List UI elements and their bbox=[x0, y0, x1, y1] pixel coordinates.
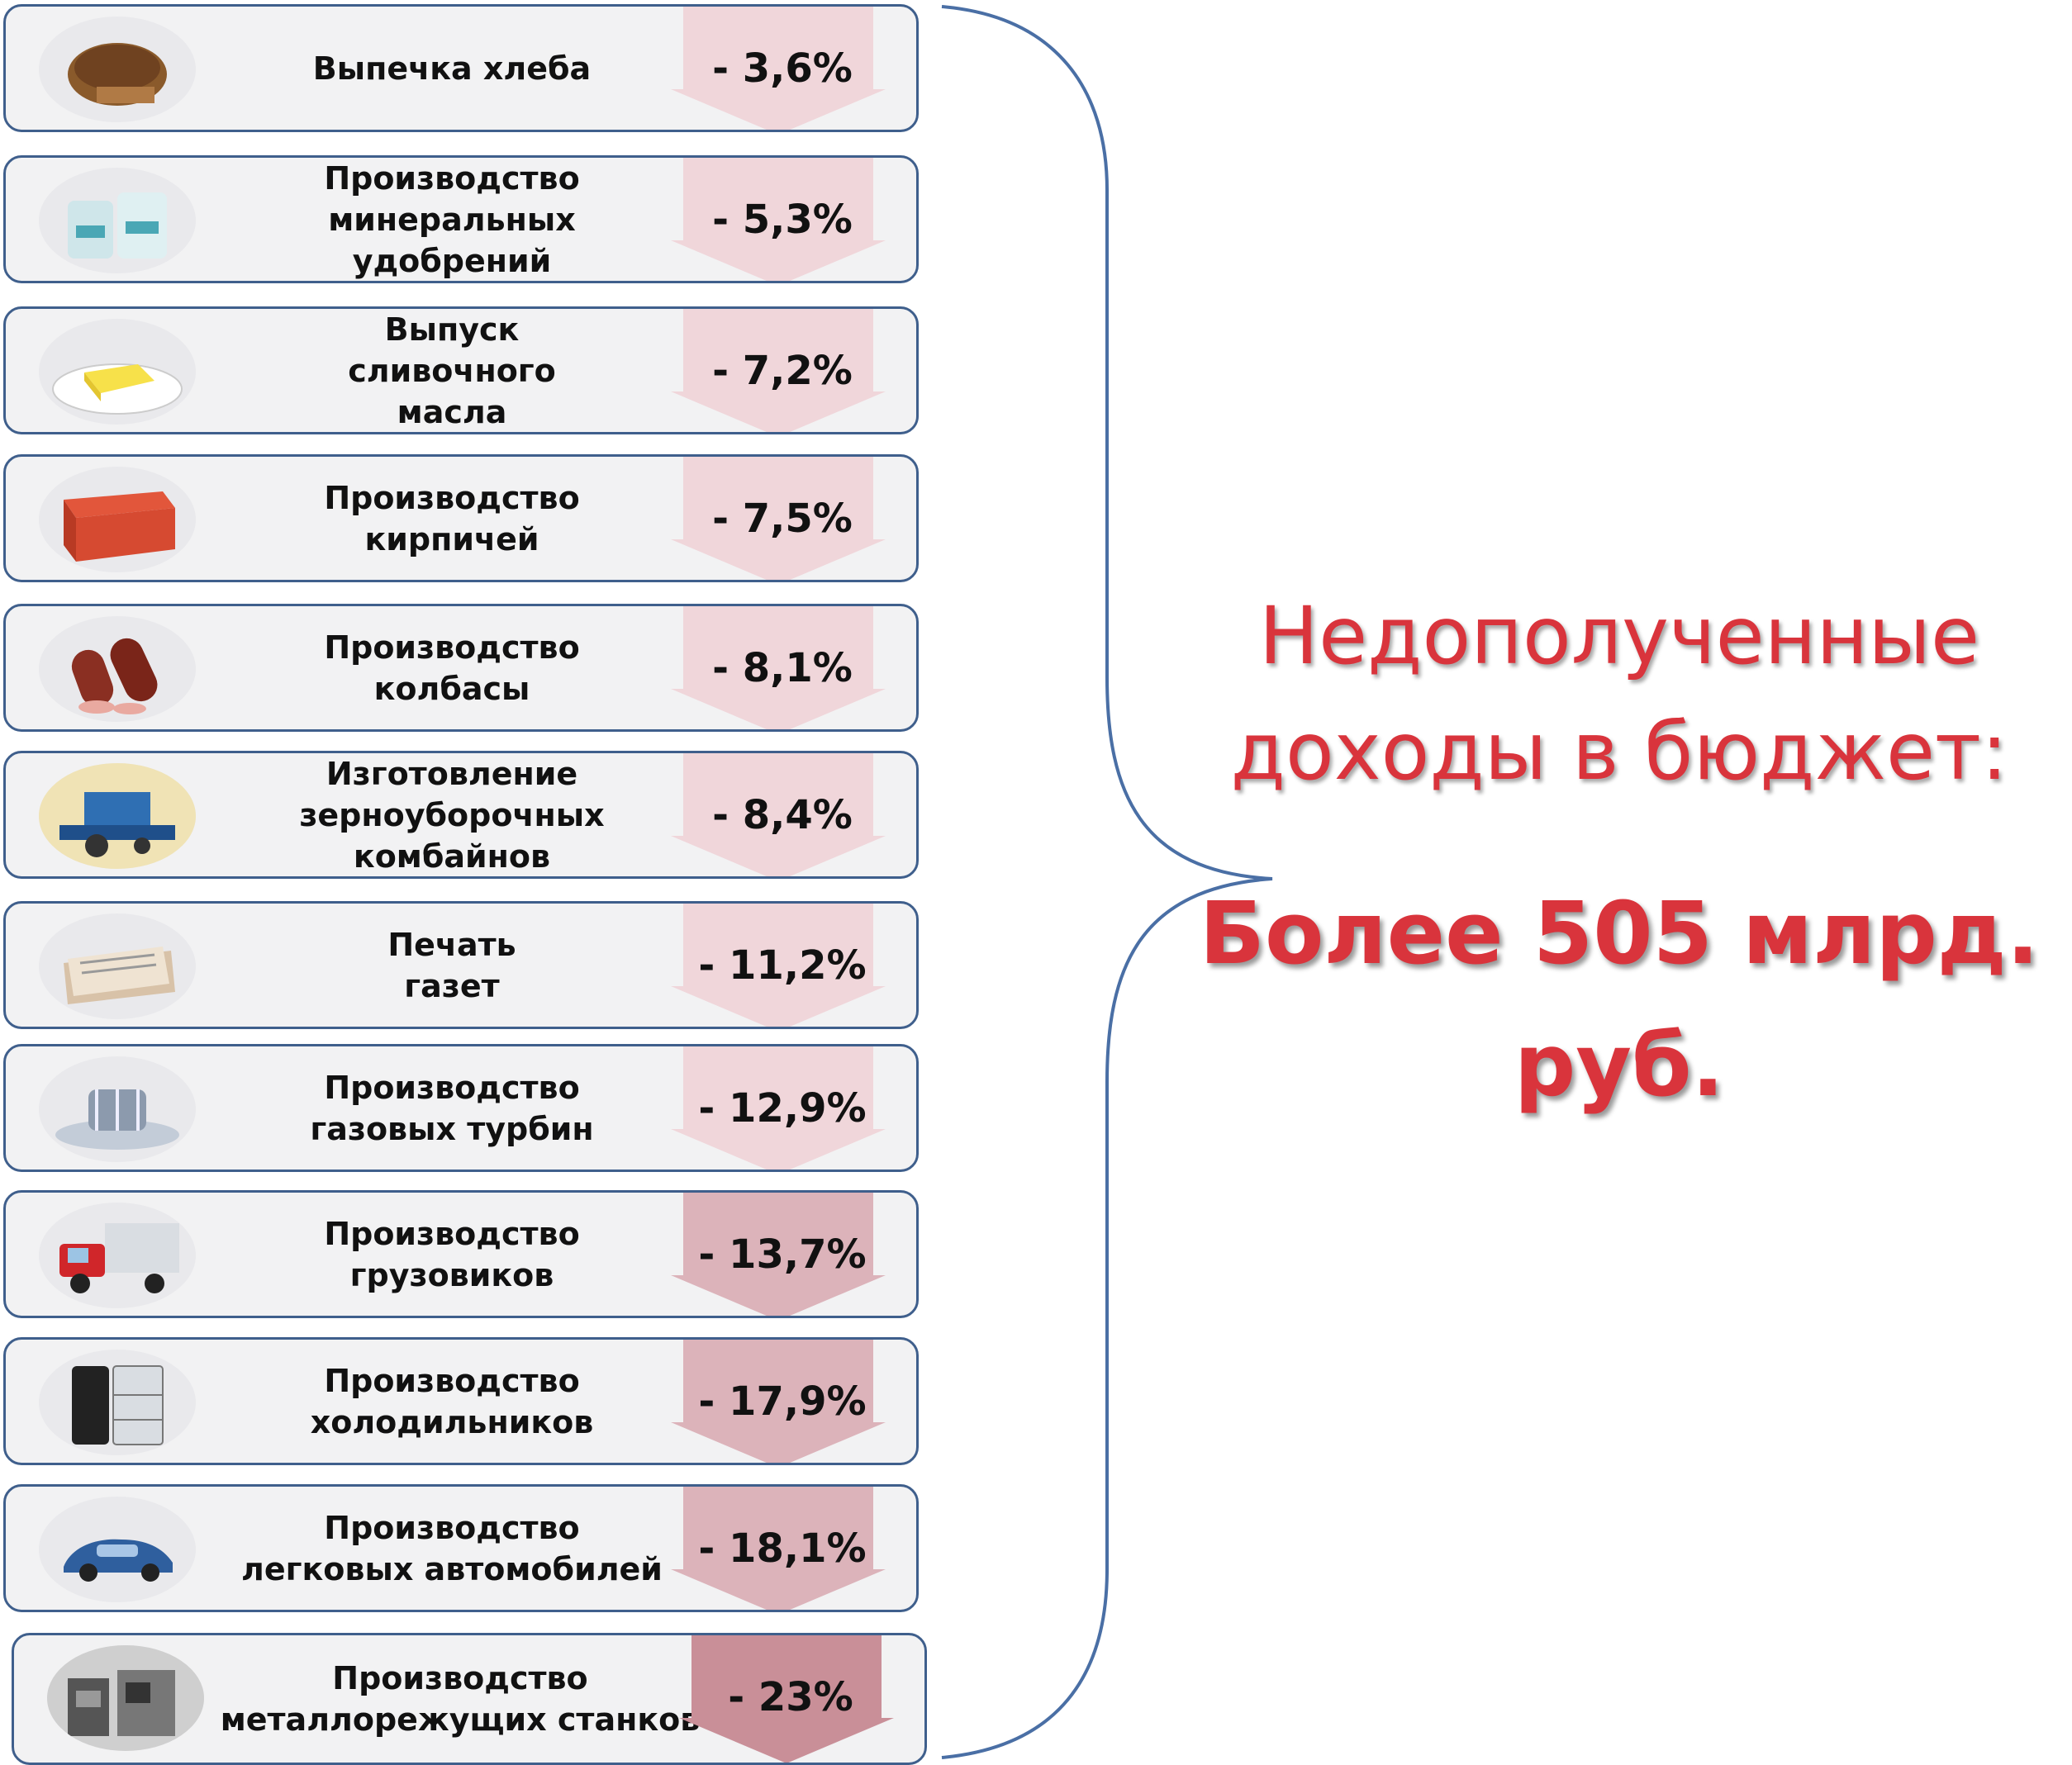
industry-row: Выпуск сливочного масла - 7,2% bbox=[3, 306, 919, 434]
industry-list: Выпечка хлеба - 3,6% Производство минераль… bbox=[0, 0, 950, 1765]
decline-value: - 17,9% bbox=[698, 1378, 867, 1425]
down-arrow-icon bbox=[667, 904, 890, 1027]
industry-row: Выпечка хлеба - 3,6% bbox=[3, 4, 919, 132]
curly-brace bbox=[941, 5, 1273, 1759]
decline-value: - 18,1% bbox=[698, 1525, 867, 1572]
newspaper-icon bbox=[39, 913, 196, 1019]
refrigerator-icon bbox=[39, 1350, 196, 1455]
truck-icon bbox=[39, 1203, 196, 1308]
industry-row: Изготовление зерноуборочных комбайнов - 8… bbox=[3, 751, 919, 879]
industry-label: Производство легковых автомобилей bbox=[241, 1509, 663, 1587]
summary: Недополученные доходы в бюджет: Более 50… bbox=[1190, 578, 2049, 1132]
brick-icon bbox=[39, 467, 196, 572]
gas-turbine-icon bbox=[39, 1056, 196, 1162]
industry-row: Производство колбасы - 8,1% bbox=[3, 604, 919, 732]
decline-value: - 3,6% bbox=[712, 45, 853, 92]
industry-row: Производство холодильников - 17,9% bbox=[3, 1337, 919, 1465]
down-arrow-icon bbox=[667, 753, 890, 876]
down-arrow-icon bbox=[667, 158, 890, 281]
industry-label: Производство газовых турбин bbox=[310, 1069, 594, 1147]
machine-tools-icon bbox=[47, 1645, 204, 1751]
down-arrow-icon bbox=[667, 1193, 890, 1316]
industry-row: Производство кирпичей - 7,5% bbox=[3, 454, 919, 582]
industry-label: Производство колбасы bbox=[324, 629, 580, 707]
industry-row: Производство металлорежущих станков - 23% bbox=[12, 1633, 927, 1765]
down-arrow-icon bbox=[675, 1635, 898, 1763]
decline-value: - 23% bbox=[728, 1674, 853, 1720]
decline-value: - 7,5% bbox=[712, 496, 853, 542]
industry-label: Печать газет bbox=[387, 926, 516, 1004]
down-arrow-icon bbox=[667, 457, 890, 580]
industry-row: Производство легковых автомобилей - 18,1% bbox=[3, 1484, 919, 1612]
industry-row: Печать газет - 11,2% bbox=[3, 901, 919, 1029]
industry-label: Изготовление зерноуборочных комбайнов bbox=[299, 755, 605, 875]
down-arrow-icon bbox=[667, 1046, 890, 1170]
industry-row: Производство минеральных удобрений - 5,3% bbox=[3, 155, 919, 283]
decline-value: - 8,1% bbox=[712, 645, 853, 691]
industry-label: Производство минеральных удобрений bbox=[324, 159, 580, 279]
combine-harvester-icon bbox=[39, 763, 196, 869]
down-arrow-icon bbox=[667, 1340, 890, 1463]
bread-icon bbox=[39, 17, 196, 122]
summary-heading: Недополученные доходы в бюджет: bbox=[1230, 590, 2008, 798]
fertilizer-bags-icon bbox=[39, 168, 196, 273]
industry-label: Производство холодильников bbox=[310, 1362, 594, 1440]
down-arrow-icon bbox=[667, 1487, 890, 1610]
decline-value: - 7,2% bbox=[712, 348, 853, 394]
industry-label: Производство грузовиков bbox=[324, 1215, 580, 1293]
sausage-icon bbox=[39, 616, 196, 722]
summary-amount: Более 505 млрд. руб. bbox=[1199, 883, 2040, 1116]
down-arrow-icon bbox=[667, 606, 890, 729]
industry-label: Выпуск сливочного масла bbox=[348, 311, 556, 430]
decline-value: - 12,9% bbox=[698, 1085, 867, 1132]
industry-label: Производство металлорежущих станков bbox=[220, 1660, 701, 1738]
decline-value: - 11,2% bbox=[698, 942, 867, 989]
industry-label: Выпечка хлеба bbox=[312, 50, 592, 87]
down-arrow-icon bbox=[667, 7, 890, 130]
decline-value: - 8,4% bbox=[712, 792, 853, 838]
industry-label: Производство кирпичей bbox=[324, 479, 580, 557]
decline-value: - 13,7% bbox=[698, 1231, 867, 1278]
decline-value: - 5,3% bbox=[712, 197, 853, 243]
industry-row: Производство грузовиков - 13,7% bbox=[3, 1190, 919, 1318]
car-icon bbox=[39, 1497, 196, 1602]
down-arrow-icon bbox=[667, 309, 890, 432]
butter-icon bbox=[39, 319, 196, 425]
industry-row: Производство газовых турбин - 12,9% bbox=[3, 1044, 919, 1172]
